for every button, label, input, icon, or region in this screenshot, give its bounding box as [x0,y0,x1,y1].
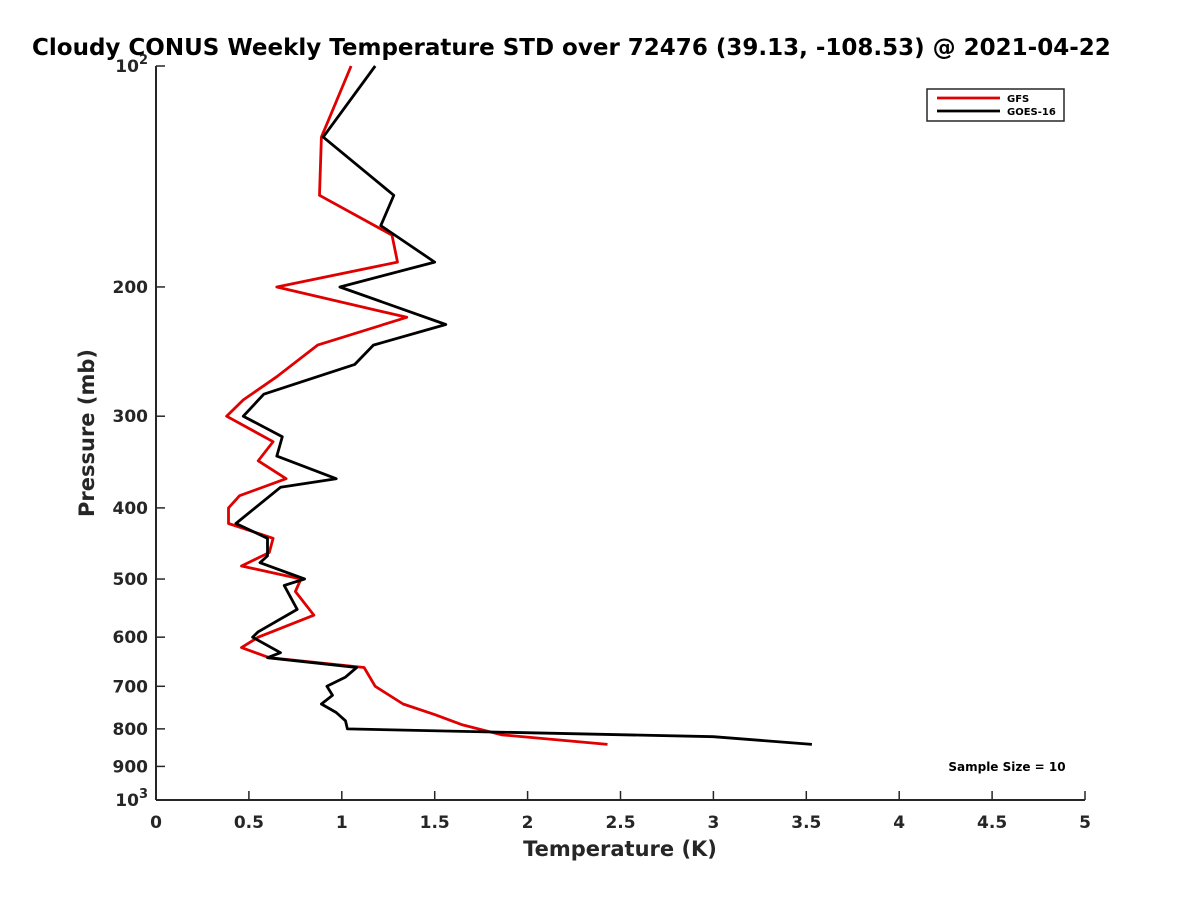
x-tick-label: 0 [150,813,162,833]
sample-size-annotation: Sample Size = 10 [948,760,1065,774]
y-tick-label: 500 [113,570,149,590]
series-line-gfs [225,65,608,746]
x-tick-label: 1.5 [420,813,450,833]
x-tick-label: 2 [522,813,534,833]
y-tick-base: 10 [115,57,139,77]
x-tick-label: 4.5 [977,813,1007,833]
x-tick-label: 1 [336,813,348,833]
x-tick-label: 4 [893,813,905,833]
x-tick-label: 3 [707,813,719,833]
y-tick-exponent: 2 [139,53,148,68]
y-tick-label: 700 [113,677,149,697]
legend: GFS GOES-16 [926,88,1065,122]
series-line-goes-16 [234,65,813,746]
y-tick-exponent: 3 [139,787,148,802]
x-tick-label: 0.5 [234,813,264,833]
x-tick-label: 5 [1079,813,1091,833]
legend-label: GFS [1007,94,1029,105]
x-tick-label: 3.5 [791,813,821,833]
chart-title: Cloudy CONUS Weekly Temperature STD over… [32,35,1111,61]
y-tick-base: 10 [115,791,139,811]
plot-area [155,66,1085,801]
x-axis-label: Temperature (K) [523,837,717,861]
y-tick-label: 300 [113,407,149,427]
y-tick-label: 600 [113,628,149,648]
x-ticks: 0 0.5 1 1.5 2 2.5 3 3.5 4 4.5 5 [150,791,1091,833]
y-tick-label: 200 [113,278,149,298]
series-group [225,65,813,746]
y-tick-label: 800 [113,720,149,740]
y-tick-label: 102 [115,53,148,77]
y-axis-label: Pressure (mb) [75,349,99,517]
y-tick-label: 400 [113,499,149,519]
x-tick-label: 2.5 [605,813,635,833]
legend-label: GOES-16 [1007,107,1056,118]
y-tick-label: 900 [113,757,149,777]
legend-box [926,88,1065,122]
y-tick-label: 103 [115,787,148,811]
